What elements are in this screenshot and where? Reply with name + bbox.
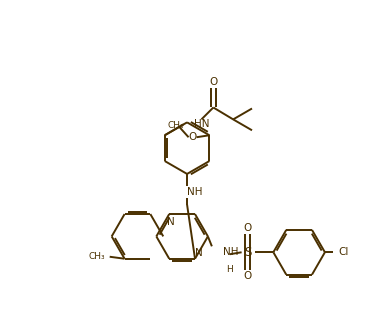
Text: CH₃: CH₃ [167, 121, 184, 130]
Text: N: N [167, 217, 175, 227]
Text: O: O [209, 77, 218, 87]
Text: O: O [243, 223, 252, 233]
Text: HN: HN [194, 119, 209, 129]
Text: N: N [195, 248, 203, 258]
Text: O: O [243, 271, 252, 281]
Text: H: H [226, 264, 233, 274]
Text: O: O [189, 132, 197, 142]
Text: NH: NH [187, 187, 203, 197]
Text: NH: NH [223, 247, 238, 257]
Text: CH₃: CH₃ [89, 252, 105, 261]
Text: Cl: Cl [339, 247, 349, 257]
Text: S: S [244, 246, 251, 259]
